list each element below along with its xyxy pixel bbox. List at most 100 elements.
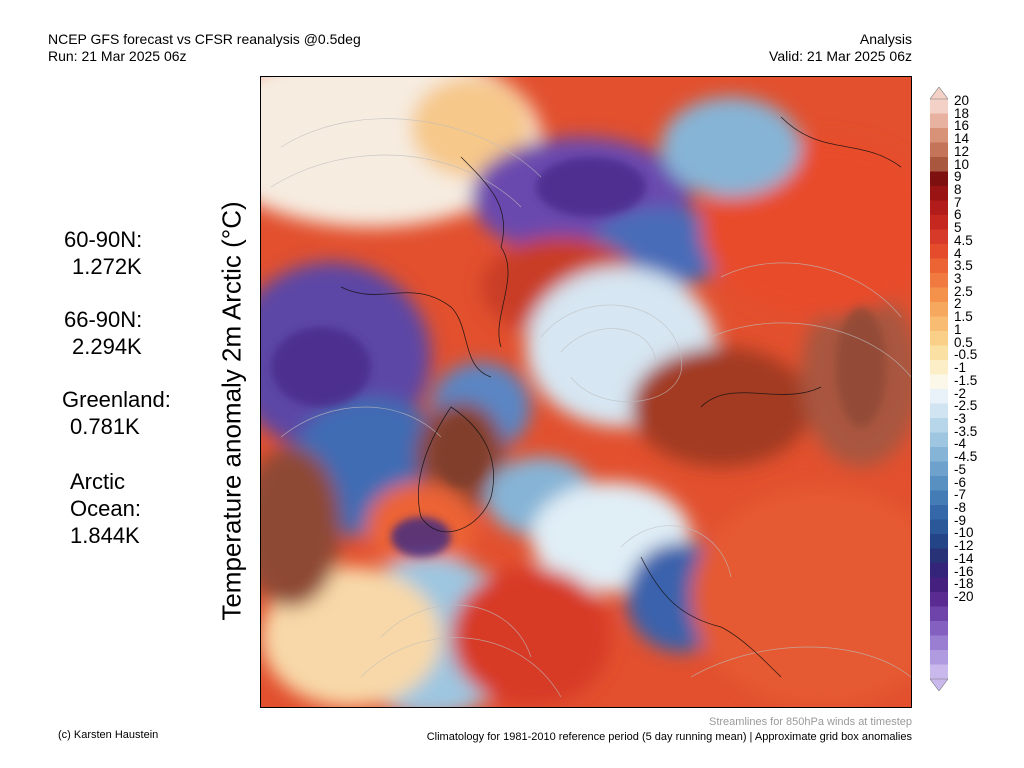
colorbar-swatch [930, 490, 948, 506]
colorbar-tick-label: 3 [954, 271, 962, 287]
colorbar-swatch [930, 374, 948, 390]
colorbar-tick-label: -20 [954, 589, 974, 604]
colorbar-swatch [930, 171, 948, 187]
colorbar-tick-label: -16 [954, 563, 974, 579]
anomaly-map-canvas [261, 77, 911, 707]
stat-label: 60-90N: [64, 227, 143, 252]
colorbar-tick-label: 6 [954, 207, 962, 223]
stat-label: Greenland: [62, 387, 171, 412]
stat-60-90n: 60-90N: 1.272K [64, 226, 142, 280]
colorbar-tick-label: -2 [954, 385, 967, 401]
colorbar-tick-label: -6 [954, 474, 967, 490]
colorbar-tick-label: -12 [954, 538, 974, 554]
colorbar-tick-label: -3.5 [954, 423, 978, 439]
stat-label: 66-90N: [64, 307, 143, 332]
colorbar-tick-label: -2.5 [954, 398, 978, 414]
colorbar-tick-label: 2 [954, 296, 962, 312]
stat-label: Arctic Ocean: [70, 469, 141, 521]
colorbar-swatch [930, 244, 948, 259]
colorbar-tick-label: -14 [954, 550, 974, 566]
colorbar-tick-label: 1 [954, 321, 962, 337]
colorbar-swatch [930, 534, 948, 549]
colorbar-swatch [930, 476, 948, 491]
colorbar-swatch [930, 345, 948, 361]
colorbar-tick-label: -3 [954, 410, 967, 426]
colorbar-swatch [930, 606, 948, 622]
colorbar-swatch [930, 432, 948, 448]
title-line-1: NCEP GFS forecast vs CFSR reanalysis @0.… [48, 31, 361, 47]
title-line-2: Run: 21 Mar 2025 06z [48, 48, 187, 64]
colorbar-swatch [930, 157, 948, 172]
colorbar-tick-label: 7 [954, 194, 962, 210]
colorbar-swatch [930, 128, 948, 143]
colorbar-swatch [930, 389, 948, 404]
colorbar-tick-label: -4.5 [954, 449, 978, 465]
colorbar-tick-label: -9 [954, 512, 967, 528]
colorbar-tick-label: 10 [954, 156, 970, 172]
colorbar-swatch [930, 403, 948, 419]
stat-66-90n: 66-90N: 2.294K [64, 306, 142, 360]
colorbar-swatch [930, 461, 948, 477]
colorbar-swatch [930, 287, 948, 303]
stat-value: 1.844K [70, 523, 140, 548]
stat-value: 2.294K [72, 334, 142, 359]
colorbar-swatch [930, 302, 948, 317]
colorbar-swatch [930, 577, 948, 593]
stat-value: 0.781K [70, 414, 140, 439]
colorbar-swatch [930, 331, 948, 346]
colorbar-tick-label: 5 [954, 220, 962, 236]
colorbar-top-arrow [930, 87, 948, 100]
valid-time: Valid: 21 Mar 2025 06z [769, 48, 912, 64]
colorbar-tick-label: -18 [954, 576, 974, 592]
colorbar-tick-label: 9 [954, 169, 962, 185]
valid-block: Analysis Valid: 21 Mar 2025 06z [769, 31, 912, 65]
colorbar-tick-label: 0.5 [954, 334, 973, 350]
colorbar-tick-label: 8 [954, 182, 962, 198]
stat-arctic-ocean: Arctic Ocean: 1.844K [70, 468, 141, 549]
colorbar-swatch [930, 650, 948, 665]
colorbar-tick-label: -5 [954, 461, 967, 477]
colorbar-swatch [930, 519, 948, 535]
colorbar-tick-label: -4 [954, 436, 967, 452]
colorbar-swatch [930, 447, 948, 462]
colorbar-swatch [930, 664, 948, 680]
analysis-label: Analysis [859, 31, 912, 47]
colorbar-swatch [930, 592, 948, 607]
colorbar-swatch [930, 142, 948, 158]
colorbar-tick-label: 1.5 [954, 309, 973, 325]
colorbar-tick-label: -0.5 [954, 347, 978, 363]
streamlines-note: Streamlines for 850hPa winds at timestep [709, 716, 912, 728]
colorbar-swatch [930, 621, 948, 636]
colorbar-swatch [930, 505, 948, 520]
stat-value: 1.272K [72, 254, 142, 279]
title-block: NCEP GFS forecast vs CFSR reanalysis @0.… [48, 31, 361, 65]
colorbar-swatch [930, 563, 948, 578]
colorbar-swatch [930, 273, 948, 288]
colorbar-tick-label: -1.5 [954, 372, 978, 388]
colorbar-swatch [930, 635, 948, 651]
colorbar-tick-label: 14 [954, 131, 970, 147]
colorbar-swatch [930, 360, 948, 375]
colorbar-tick-label: 3.5 [954, 258, 973, 274]
colorbar-swatch [930, 99, 948, 114]
colorbar-bottom-arrow [930, 678, 948, 691]
colorbar-swatch [930, 548, 948, 564]
colorbar [930, 87, 948, 691]
stat-greenland: Greenland: 0.781K [62, 386, 171, 440]
credit: (c) Karsten Haustein [58, 729, 159, 741]
colorbar-swatch [930, 215, 948, 230]
colorbar-tick-label: 18 [954, 105, 970, 121]
colorbar-swatch [930, 186, 948, 201]
colorbar-tick-label: 16 [954, 118, 970, 134]
colorbar-tick-label: 4.5 [954, 232, 973, 248]
anomaly-map[interactable] [260, 76, 912, 708]
colorbar-swatch [930, 316, 948, 332]
colorbar-tick-label: 12 [954, 143, 970, 159]
axis-label: Temperature anomaly 2m Arctic (°C) [216, 201, 247, 621]
colorbar-tick-label: -7 [954, 487, 967, 503]
colorbar-swatch [930, 418, 948, 433]
colorbar-swatch [930, 200, 948, 216]
colorbar-tick-label: -10 [954, 525, 974, 541]
colorbar-tick-label: 4 [954, 245, 962, 261]
colorbar-swatch [930, 229, 948, 245]
